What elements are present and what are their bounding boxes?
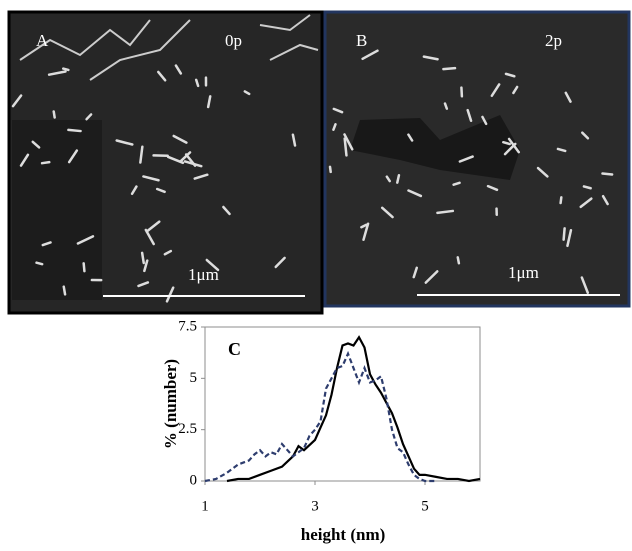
rod (37, 263, 43, 264)
rod (503, 142, 509, 144)
y-tick-label: 7.5 (178, 318, 197, 334)
rod (142, 253, 144, 263)
rod (445, 104, 447, 109)
x-tick-label: 1 (201, 498, 209, 514)
annotation: C (228, 339, 241, 359)
rod (602, 173, 612, 174)
afm-image-b: B 2p 1μm (325, 12, 629, 306)
image-region (12, 120, 102, 300)
rod (584, 186, 591, 188)
data-line (205, 354, 436, 481)
y-tick-label: 5 (190, 370, 198, 386)
x-tick-label: 3 (311, 498, 319, 514)
rod (330, 167, 331, 172)
scale-label: 1μm (508, 263, 539, 282)
rod (63, 69, 68, 70)
rod (345, 139, 347, 156)
rod (64, 287, 65, 295)
data-line (227, 337, 480, 481)
x-axis-label: height (nm) (301, 525, 386, 544)
rod (443, 68, 455, 69)
rod (458, 257, 459, 263)
y-tick-label: 2.5 (178, 421, 197, 437)
scale-label: 1μm (188, 265, 219, 284)
chart: C height (nm) % (number) 0 2.5 5 7.5 1 3 5 (161, 318, 480, 543)
rod (564, 228, 565, 239)
rod (68, 130, 80, 131)
panel-label: B (356, 31, 367, 50)
panel-label: A (36, 31, 49, 50)
y-axis-label: % (number) (161, 359, 180, 449)
rod (561, 197, 562, 203)
x-tick-label: 5 (421, 498, 429, 514)
rod (54, 111, 55, 117)
panel-condition: 2p (545, 31, 562, 50)
rod (84, 263, 85, 271)
rod (397, 175, 399, 182)
rod (42, 162, 49, 163)
afm-image-a: A 0p 1μm (9, 12, 322, 313)
y-tick-label: 0 (190, 472, 198, 488)
panel-condition: 0p (225, 31, 242, 50)
